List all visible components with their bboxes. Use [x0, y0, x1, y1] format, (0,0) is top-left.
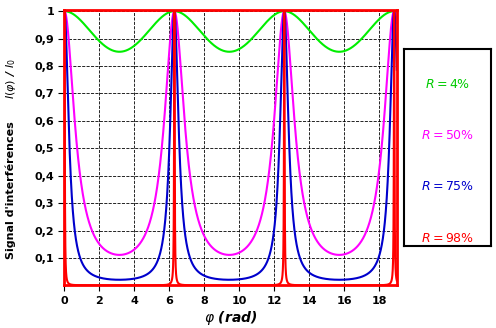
- Text: Signal d'interférences: Signal d'interférences: [5, 121, 16, 259]
- Text: $R = 4\%$: $R = 4\%$: [425, 78, 470, 91]
- Text: $R = 75\%$: $R = 75\%$: [421, 180, 474, 194]
- Text: $R = 98\%$: $R = 98\%$: [421, 232, 474, 245]
- Text: $R = 50\%$: $R = 50\%$: [421, 129, 474, 142]
- X-axis label: $\varphi$ (rad): $\varphi$ (rad): [204, 309, 257, 327]
- Text: $I(\varphi)$ / $I_0$: $I(\varphi)$ / $I_0$: [4, 58, 18, 99]
